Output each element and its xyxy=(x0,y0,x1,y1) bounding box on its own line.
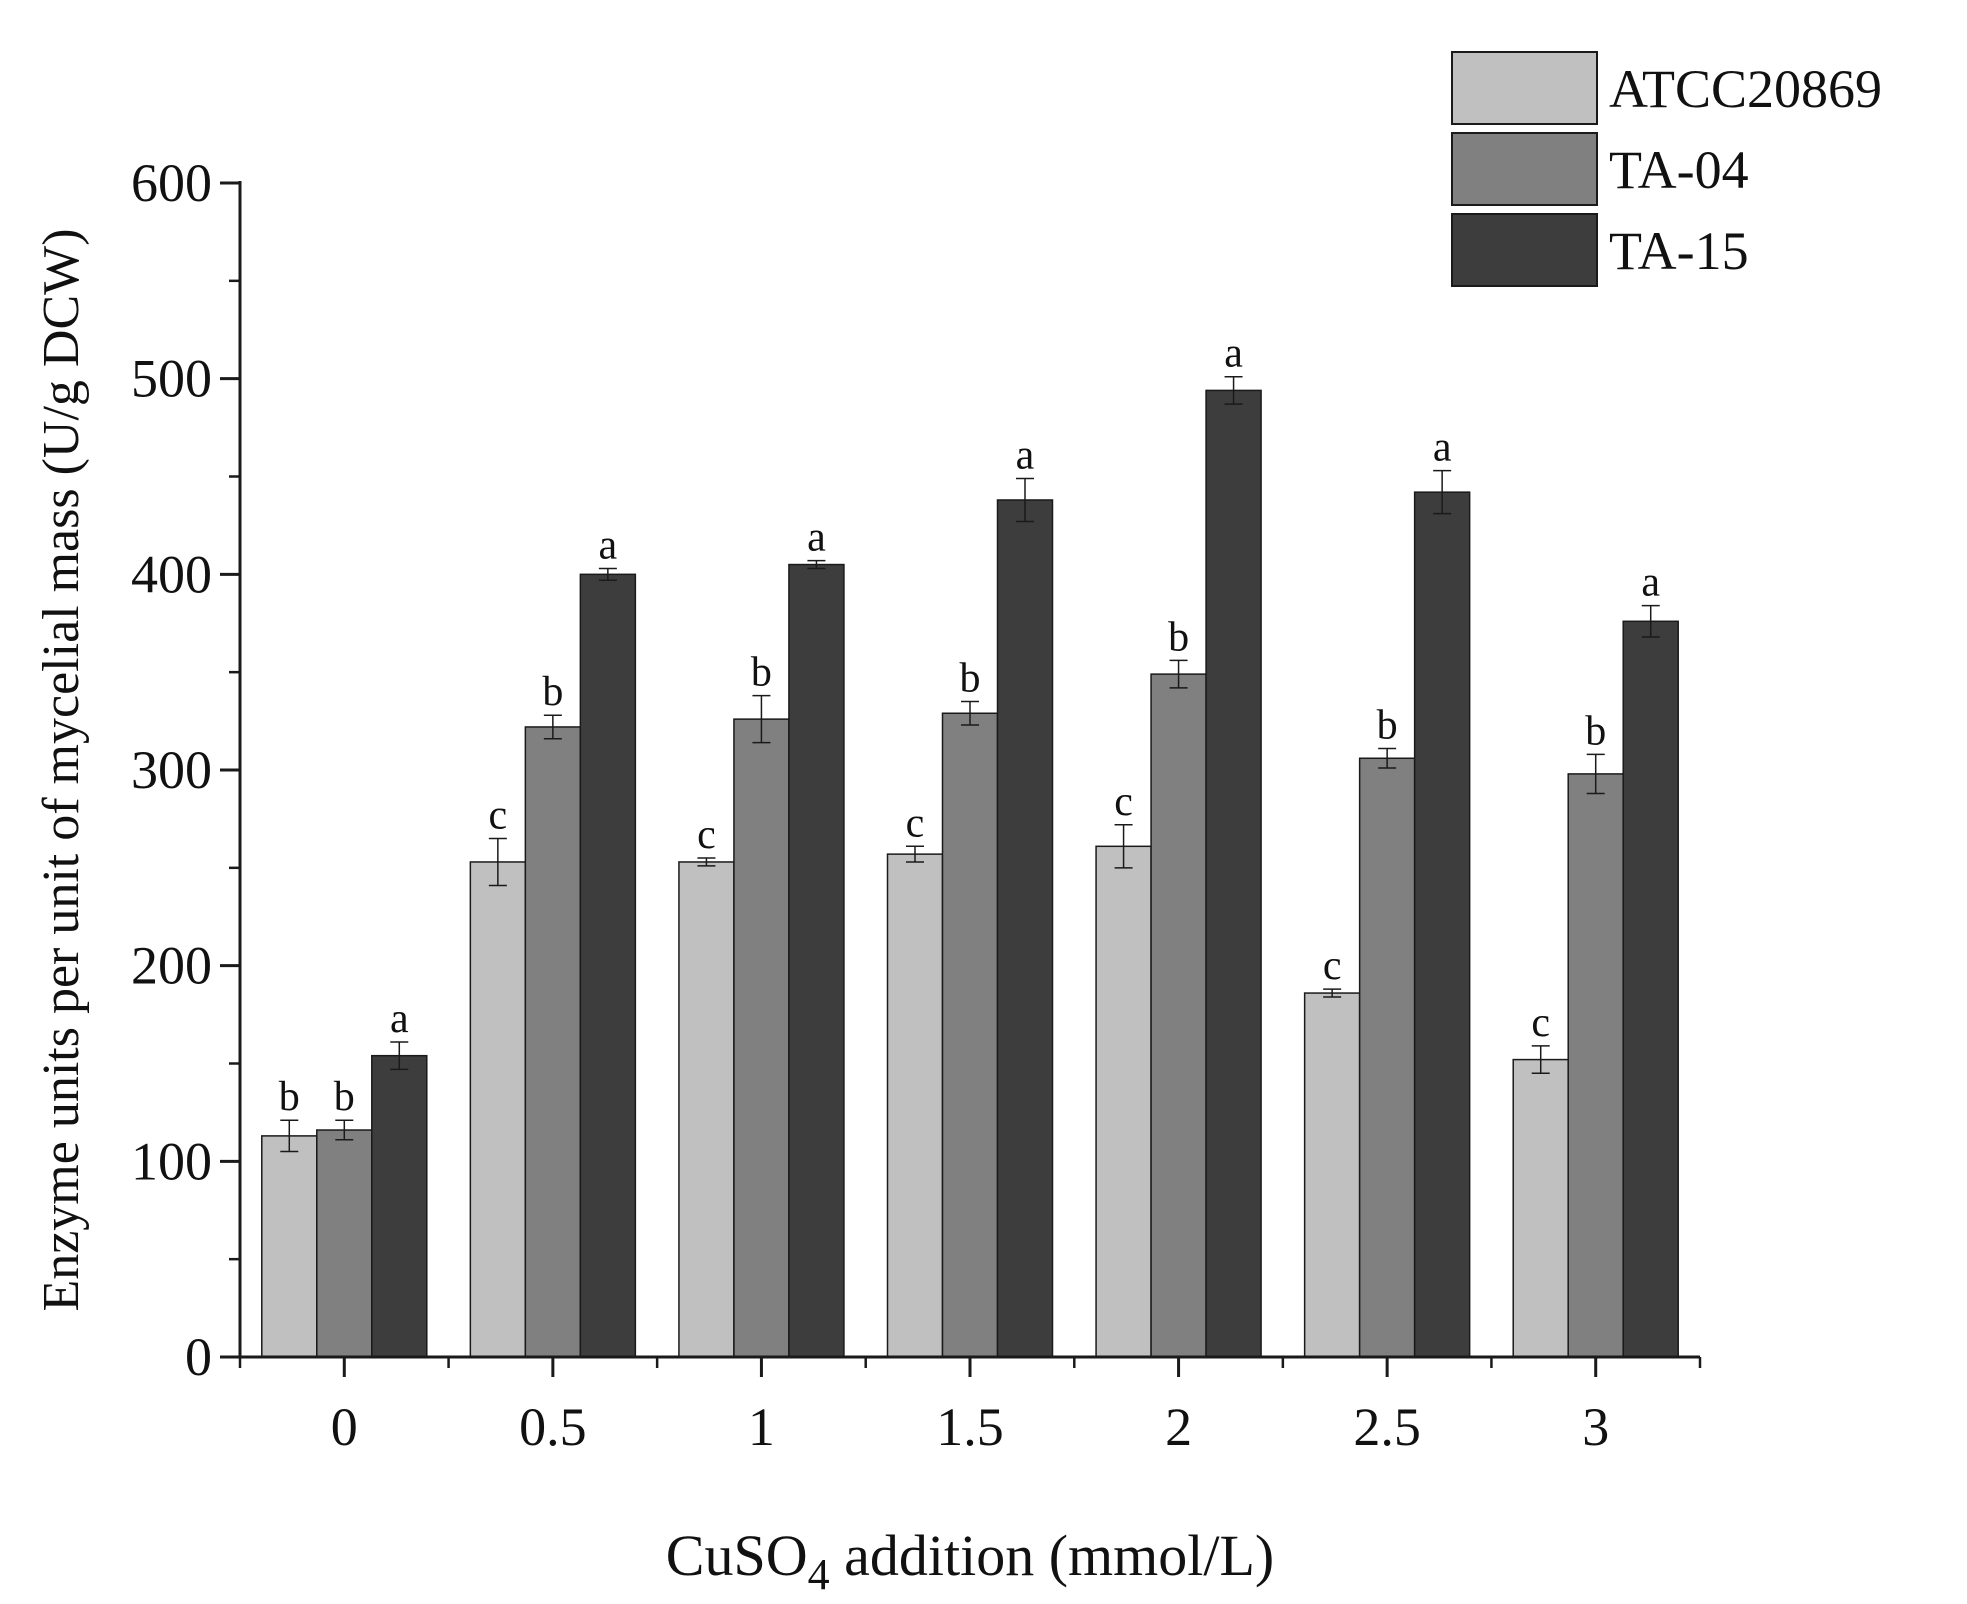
error-bar-TA-04-0.5 xyxy=(543,714,562,740)
error-bar-ATCC20869-2.5 xyxy=(1323,988,1342,998)
error-bar-TA-15-2 xyxy=(1224,375,1243,405)
error-bar-ATCC20869-0 xyxy=(280,1119,299,1153)
significance-letter: a xyxy=(1433,425,1452,471)
significance-letter: b xyxy=(960,656,981,702)
error-bar-ATCC20869-1 xyxy=(697,857,716,867)
error-bar-ATCC20869-0.5 xyxy=(488,837,507,887)
legend-label: ATCC20869 xyxy=(1609,59,1882,119)
error-bar-TA-04-1.5 xyxy=(961,700,979,726)
x-tick-label: 1 xyxy=(748,1397,775,1457)
error-bar-ATCC20869-1.5 xyxy=(906,845,924,863)
bar-ATCC20869-1.5 xyxy=(886,853,944,1358)
y-tick-label: 600 xyxy=(131,153,212,213)
bar-TA-04-3 xyxy=(1567,773,1624,1358)
error-bar-TA-15-0.5 xyxy=(598,567,617,581)
error-bar-TA-15-3 xyxy=(1641,604,1660,638)
significance-letter: a xyxy=(1016,432,1035,478)
y-tick-label: 500 xyxy=(131,349,212,409)
significance-letter: a xyxy=(599,522,618,568)
bar-TA-04-0 xyxy=(316,1129,373,1358)
bar-TA-15-2.5 xyxy=(1413,491,1471,1358)
y-tick-label: 0 xyxy=(185,1327,212,1387)
significance-letter: a xyxy=(1224,331,1243,377)
legend-item-TA-04: TA-04 xyxy=(1451,132,1749,206)
bar-ATCC20869-3 xyxy=(1512,1058,1569,1358)
bar-TA-15-2 xyxy=(1205,389,1262,1358)
error-bar-TA-15-1 xyxy=(807,559,826,570)
significance-letter: b xyxy=(542,669,563,715)
x-tick-label: 1.5 xyxy=(936,1397,1004,1457)
bar-ATCC20869-0 xyxy=(261,1135,318,1358)
bar-TA-15-0.5 xyxy=(579,573,637,1358)
x-axis-label-subscript: 4 xyxy=(808,1550,830,1599)
error-bar-TA-04-2 xyxy=(1169,659,1188,689)
y-tick-label: 100 xyxy=(131,1131,212,1191)
y-tick-label: 300 xyxy=(131,740,212,800)
significance-letter: b xyxy=(279,1074,300,1120)
significance-letter: b xyxy=(1585,708,1606,754)
axes-layer: 0 100 200 300 400 500 600 0 0.5 1 1.5 2 2.5 3 CuSO4 ad… xyxy=(33,153,1702,1599)
legend-swatch xyxy=(1451,213,1598,287)
x-tick-label: 0.5 xyxy=(519,1397,587,1457)
significance-letter: c xyxy=(906,800,925,846)
bar-TA-04-0.5 xyxy=(524,726,582,1358)
x-tick-label: 2 xyxy=(1165,1397,1192,1457)
error-bar-ATCC20869-3 xyxy=(1531,1045,1550,1075)
y-tick-label: 400 xyxy=(131,544,212,604)
legend-swatch xyxy=(1451,51,1598,125)
error-bar-ATCC20869-2 xyxy=(1114,824,1133,869)
significance-letter: b xyxy=(751,650,772,696)
bar-TA-04-2.5 xyxy=(1358,757,1416,1358)
error-bar-TA-15-2.5 xyxy=(1433,469,1452,515)
bar-ATCC20869-0.5 xyxy=(469,861,527,1358)
significance-letter: b xyxy=(334,1074,355,1120)
legend-label: TA-15 xyxy=(1609,221,1749,281)
legend-label: TA-04 xyxy=(1609,140,1749,200)
significance-letter: c xyxy=(697,812,716,858)
legend-item-TA-15: TA-15 xyxy=(1451,213,1749,287)
bar-TA-04-1 xyxy=(733,718,790,1358)
y-axis-label: Enzyme units per unit of mycelial mass (… xyxy=(33,228,90,1311)
legend-swatch xyxy=(1451,132,1598,206)
y-tick-label: 200 xyxy=(131,936,212,996)
legend-item-ATCC20869: ATCC20869 xyxy=(1451,51,1882,125)
significance-letter: c xyxy=(489,792,508,838)
bar-ATCC20869-2 xyxy=(1095,845,1152,1358)
significance-letter: b xyxy=(1377,702,1398,748)
x-tick-label: 2.5 xyxy=(1353,1397,1421,1457)
significance-letter: c xyxy=(1323,943,1342,989)
bar-TA-15-1 xyxy=(788,563,845,1358)
error-bar-TA-15-1.5 xyxy=(1016,477,1034,523)
significance-letter: c xyxy=(1114,779,1133,825)
error-bar-TA-15-0 xyxy=(390,1041,409,1071)
x-axis-label: CuSO4 addition (mmol/L) xyxy=(666,1523,1274,1599)
error-bar-TA-04-1 xyxy=(752,694,771,744)
x-tick-label: 0 xyxy=(331,1397,358,1457)
x-axis-label-rest: addition (mmol/L) xyxy=(830,1523,1275,1588)
bar-TA-04-1.5 xyxy=(941,712,999,1358)
error-bar-TA-04-0 xyxy=(335,1119,354,1141)
x-tick-label: 3 xyxy=(1582,1397,1609,1457)
bar-TA-15-3 xyxy=(1622,620,1679,1358)
error-bar-TA-04-2.5 xyxy=(1378,747,1397,769)
x-axis-label-main: CuSO xyxy=(666,1523,808,1588)
significance-letter: b xyxy=(1168,614,1189,660)
bar-TA-04-2 xyxy=(1150,673,1207,1358)
significance-letter: c xyxy=(1531,1000,1550,1046)
bar-TA-15-1.5 xyxy=(996,499,1054,1358)
significance-letter: a xyxy=(1641,560,1660,606)
error-bar-TA-04-3 xyxy=(1586,753,1605,795)
significance-letter: a xyxy=(807,515,826,561)
significance-letter: a xyxy=(390,996,409,1042)
bar-TA-15-0 xyxy=(371,1054,428,1358)
legend: ATCC20869 TA-04 TA-15 xyxy=(1451,51,1882,287)
bar-ATCC20869-2.5 xyxy=(1303,992,1361,1358)
bar-ATCC20869-1 xyxy=(678,861,735,1358)
